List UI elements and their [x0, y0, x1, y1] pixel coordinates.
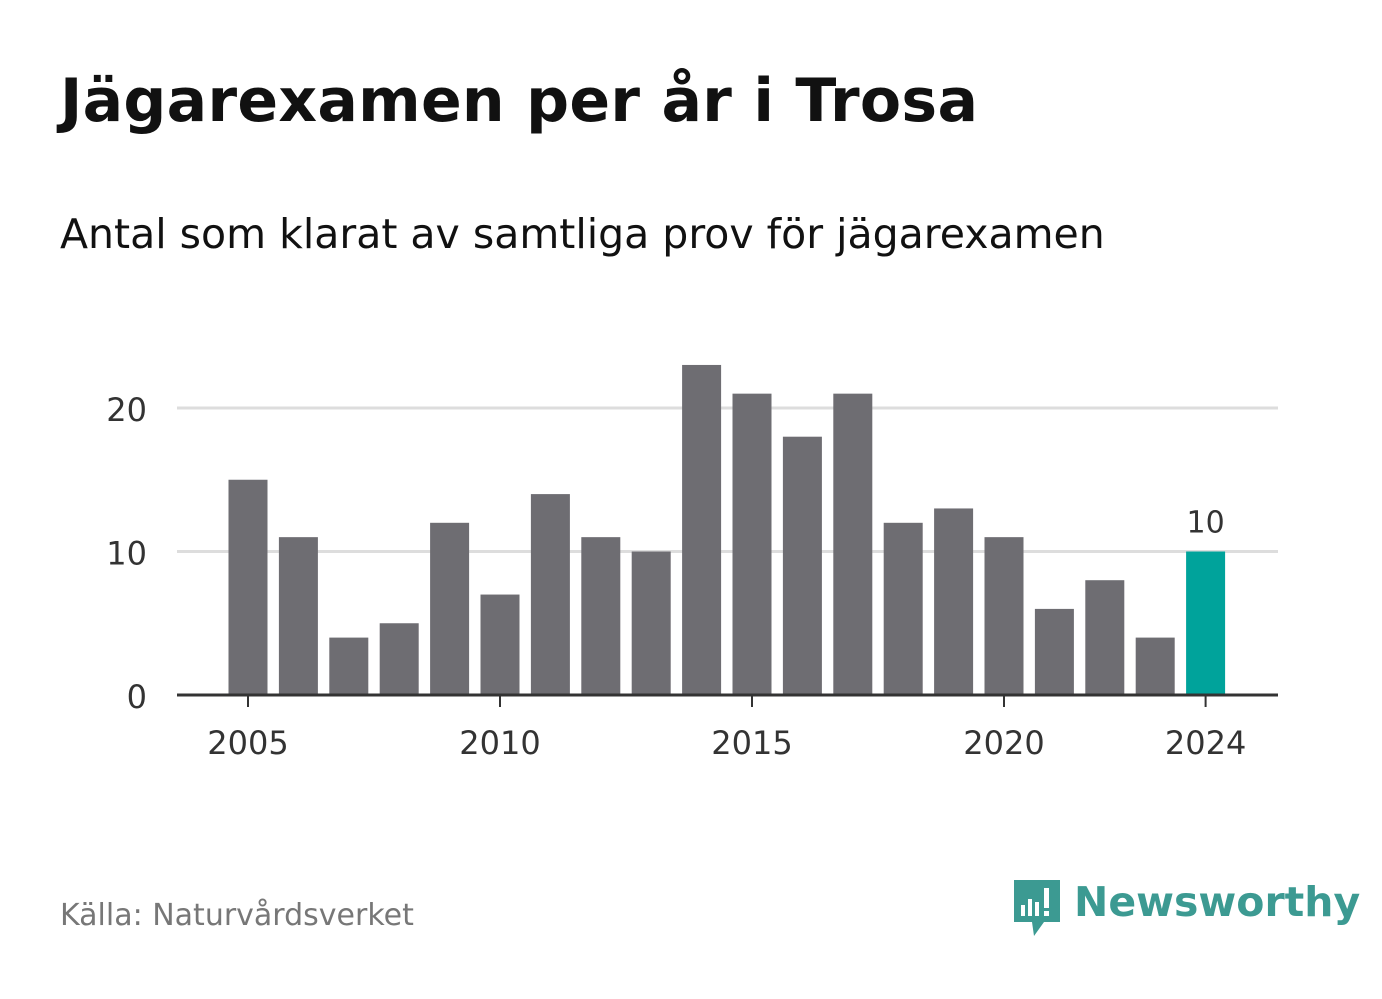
bar-2011 [530, 494, 570, 695]
bar-2013 [631, 551, 671, 695]
bar-2017 [833, 393, 873, 695]
bar-2012 [581, 537, 621, 695]
bar-2024 [1186, 551, 1226, 695]
bar-2009 [430, 522, 470, 695]
bar-2020 [984, 537, 1024, 695]
y-tick-label: 0 [127, 678, 147, 716]
bar-2019 [934, 508, 974, 695]
chart-title: Jägarexamen per år i Trosa [60, 66, 979, 136]
x-tick-label: 2024 [1165, 724, 1246, 762]
x-tick-label: 2015 [711, 724, 792, 762]
bar-2007 [329, 637, 369, 695]
highlight-data-label: 10 [1187, 506, 1225, 541]
bars [228, 364, 1226, 695]
bar-chart-speech-bubble-icon [1014, 880, 1060, 936]
grid-lines [177, 406, 1278, 553]
bar-2023 [1135, 637, 1175, 695]
x-tick-label: 2020 [963, 724, 1044, 762]
source-note: Källa: Naturvårdsverket [60, 898, 414, 933]
bar-chart: 0 10 20 2005 2010 2015 2020 2024 10 [106, 364, 1278, 762]
bar-2006 [278, 537, 318, 695]
logo-text: Newsworthy [1074, 878, 1361, 926]
bar-2015 [732, 393, 772, 695]
y-tick-label: 20 [106, 391, 147, 429]
bar-2014 [682, 364, 722, 695]
bar-2022 [1085, 580, 1125, 695]
y-tick-label: 10 [106, 535, 147, 573]
bar-2005 [228, 479, 268, 695]
bar-2021 [1034, 608, 1074, 695]
x-tick-label: 2005 [207, 724, 288, 762]
bar-2008 [379, 623, 419, 695]
newsworthy-logo: Newsworthy [1012, 878, 1360, 938]
axes [177, 693, 1278, 707]
bar-2010 [480, 594, 520, 695]
bar-2018 [883, 522, 923, 695]
x-tick-label: 2010 [459, 724, 540, 762]
chart-subtitle: Antal som klarat av samtliga prov för jä… [60, 210, 1105, 258]
bar-2016 [782, 436, 822, 695]
labels: 0 10 20 2005 2010 2015 2020 2024 10 [106, 391, 1246, 762]
